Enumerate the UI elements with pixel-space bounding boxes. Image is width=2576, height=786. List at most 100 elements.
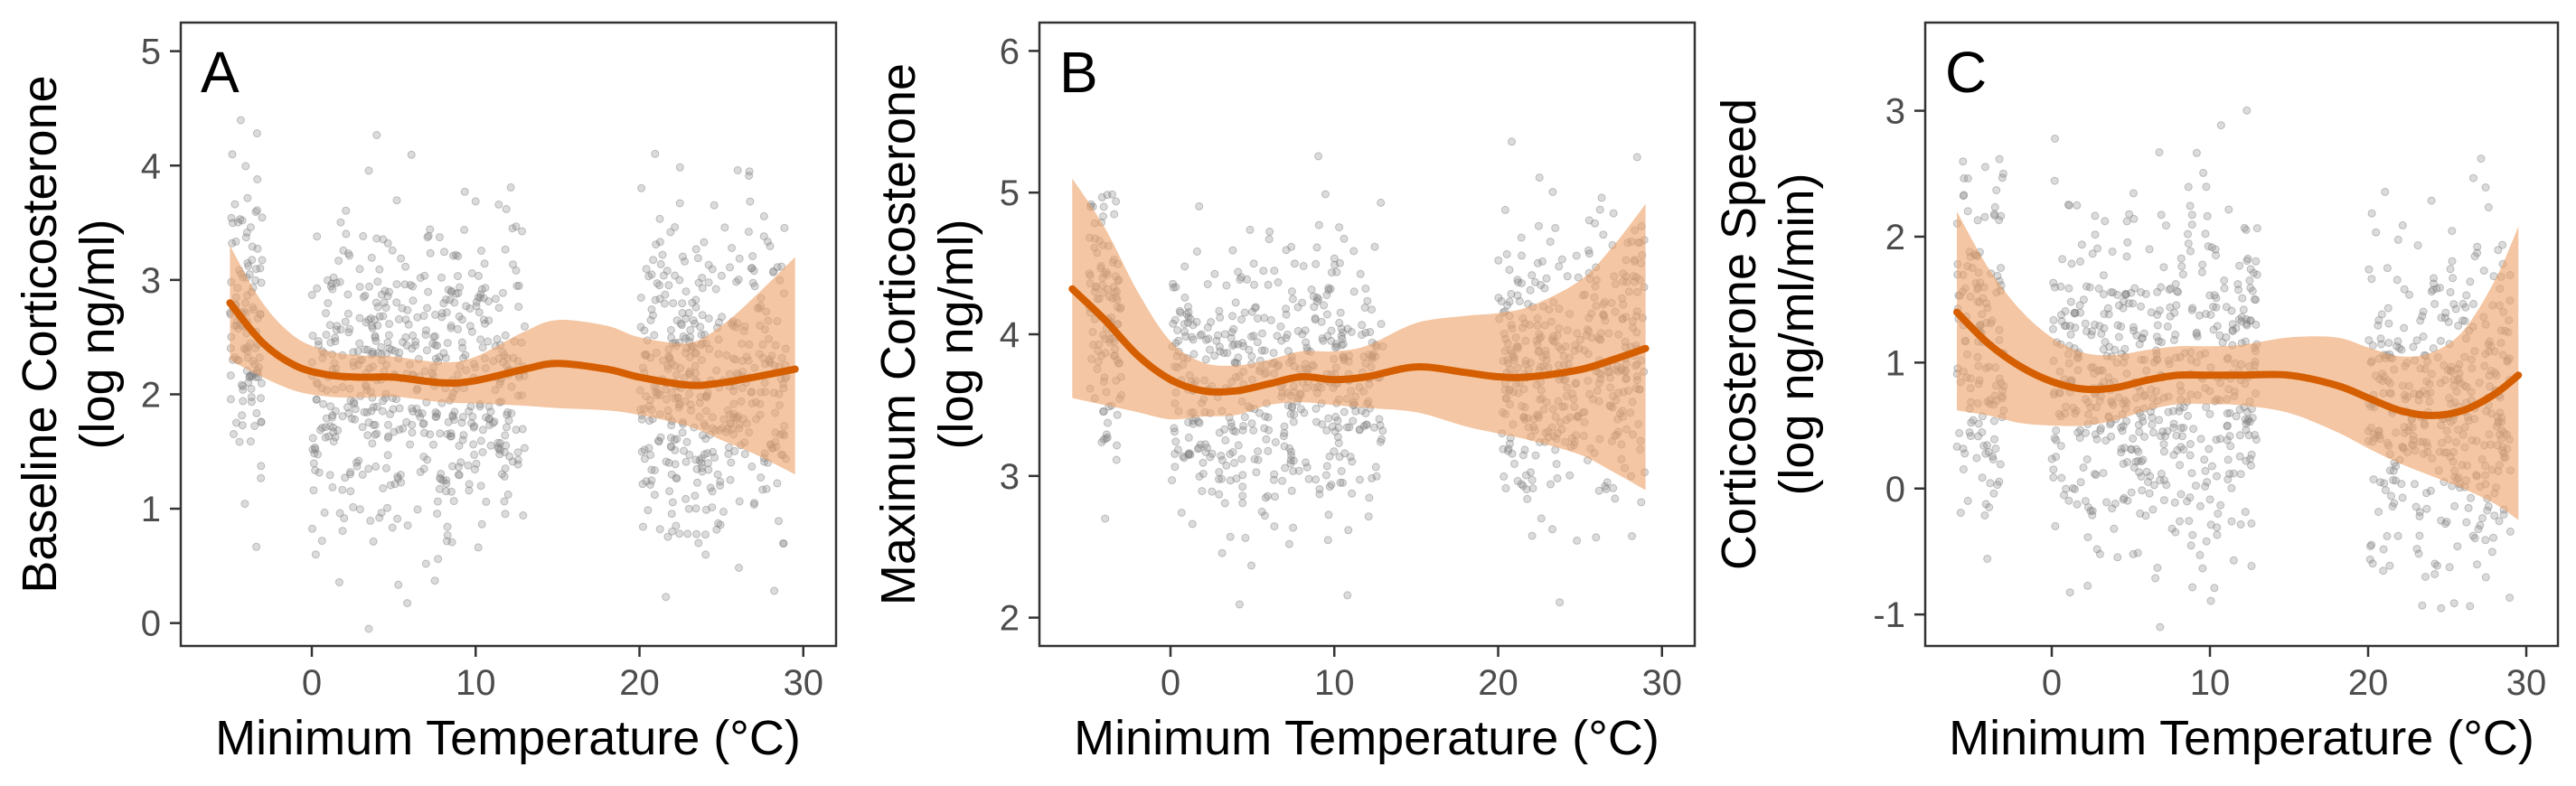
data-point bbox=[2251, 431, 2260, 439]
data-point bbox=[1280, 428, 1289, 437]
x-tick-label: 30 bbox=[784, 663, 824, 703]
data-point bbox=[433, 409, 442, 418]
data-point bbox=[2238, 294, 2247, 303]
data-point bbox=[2183, 497, 2192, 506]
data-point bbox=[2489, 533, 2497, 542]
data-point bbox=[1258, 329, 1266, 338]
data-point bbox=[449, 497, 458, 506]
data-point bbox=[1230, 358, 1239, 367]
data-point bbox=[2163, 322, 2172, 331]
data-point bbox=[372, 131, 381, 139]
data-point bbox=[311, 550, 320, 559]
data-point bbox=[243, 193, 252, 202]
data-point bbox=[694, 278, 703, 287]
data-point bbox=[1526, 285, 1535, 295]
data-point bbox=[671, 271, 680, 280]
data-point bbox=[319, 399, 328, 408]
data-point bbox=[2228, 326, 2237, 334]
data-point bbox=[368, 348, 377, 356]
data-point bbox=[513, 448, 522, 457]
data-point bbox=[314, 450, 322, 459]
data-point bbox=[397, 254, 406, 263]
data-point bbox=[646, 481, 654, 489]
data-point bbox=[1216, 347, 1225, 356]
data-point bbox=[2095, 549, 2104, 558]
data-point bbox=[664, 281, 673, 290]
data-point bbox=[433, 497, 442, 506]
data-point bbox=[359, 293, 368, 302]
data-point bbox=[667, 333, 676, 342]
data-point bbox=[509, 260, 517, 269]
data-point bbox=[343, 290, 353, 299]
data-point bbox=[698, 467, 707, 476]
data-point bbox=[1317, 317, 1326, 326]
data-point bbox=[1199, 470, 1208, 478]
data-point bbox=[2220, 284, 2229, 293]
data-point bbox=[1289, 456, 1298, 465]
data-point bbox=[379, 312, 388, 321]
data-point bbox=[500, 448, 509, 456]
data-point bbox=[1959, 157, 1968, 166]
data-point bbox=[1188, 519, 1197, 529]
data-point bbox=[2137, 302, 2145, 311]
data-point bbox=[2064, 284, 2073, 293]
data-point bbox=[1309, 292, 1318, 301]
data-point bbox=[1584, 246, 1593, 255]
data-point bbox=[750, 282, 759, 291]
data-point bbox=[1264, 446, 1273, 455]
data-point bbox=[448, 411, 457, 420]
data-point bbox=[2165, 285, 2174, 295]
data-point bbox=[501, 331, 510, 340]
data-point bbox=[647, 305, 656, 313]
data-point bbox=[1628, 532, 1636, 540]
data-point bbox=[1542, 274, 1551, 283]
data-point bbox=[1336, 308, 1345, 317]
data-point bbox=[2051, 135, 2059, 143]
data-point bbox=[401, 332, 410, 342]
data-point bbox=[1311, 315, 1320, 324]
data-point bbox=[2242, 321, 2252, 330]
data-point bbox=[1337, 332, 1346, 341]
data-point bbox=[311, 466, 320, 475]
data-point bbox=[409, 331, 418, 340]
data-point bbox=[440, 248, 448, 257]
data-point bbox=[2051, 521, 2060, 530]
data-point bbox=[2200, 455, 2209, 464]
data-point bbox=[1980, 163, 1989, 172]
data-point bbox=[2184, 239, 2193, 248]
data-point bbox=[2395, 343, 2404, 352]
data-point bbox=[1985, 503, 1994, 511]
data-point bbox=[1335, 318, 1344, 327]
data-point bbox=[2070, 308, 2079, 317]
data-point bbox=[2247, 461, 2255, 470]
data-point bbox=[1234, 267, 1243, 276]
data-point bbox=[2364, 265, 2374, 274]
y-tick-label: 2 bbox=[1000, 599, 1020, 639]
data-point bbox=[2241, 508, 2250, 517]
data-point bbox=[328, 285, 337, 294]
data-point bbox=[1520, 445, 1529, 454]
data-point bbox=[2157, 432, 2166, 441]
data-point bbox=[324, 432, 333, 441]
data-point bbox=[2426, 486, 2435, 495]
data-point bbox=[2210, 291, 2219, 300]
data-point bbox=[691, 504, 700, 513]
data-point bbox=[1343, 324, 1352, 333]
data-point bbox=[309, 486, 318, 495]
data-point bbox=[2129, 299, 2138, 308]
data-point bbox=[241, 233, 250, 242]
data-point bbox=[675, 276, 684, 285]
data-point bbox=[2137, 473, 2146, 481]
data-point bbox=[757, 473, 766, 482]
data-point bbox=[245, 270, 254, 279]
data-point bbox=[1231, 427, 1240, 436]
data-point bbox=[1266, 315, 1275, 324]
data-point bbox=[1204, 334, 1213, 343]
data-point bbox=[1346, 453, 1355, 462]
y-axis-title-line-2: (log ng/ml/min) bbox=[1770, 173, 1824, 495]
data-point bbox=[416, 413, 425, 421]
data-point bbox=[1983, 555, 1992, 563]
data-point bbox=[1565, 471, 1575, 480]
data-point bbox=[2505, 594, 2515, 603]
